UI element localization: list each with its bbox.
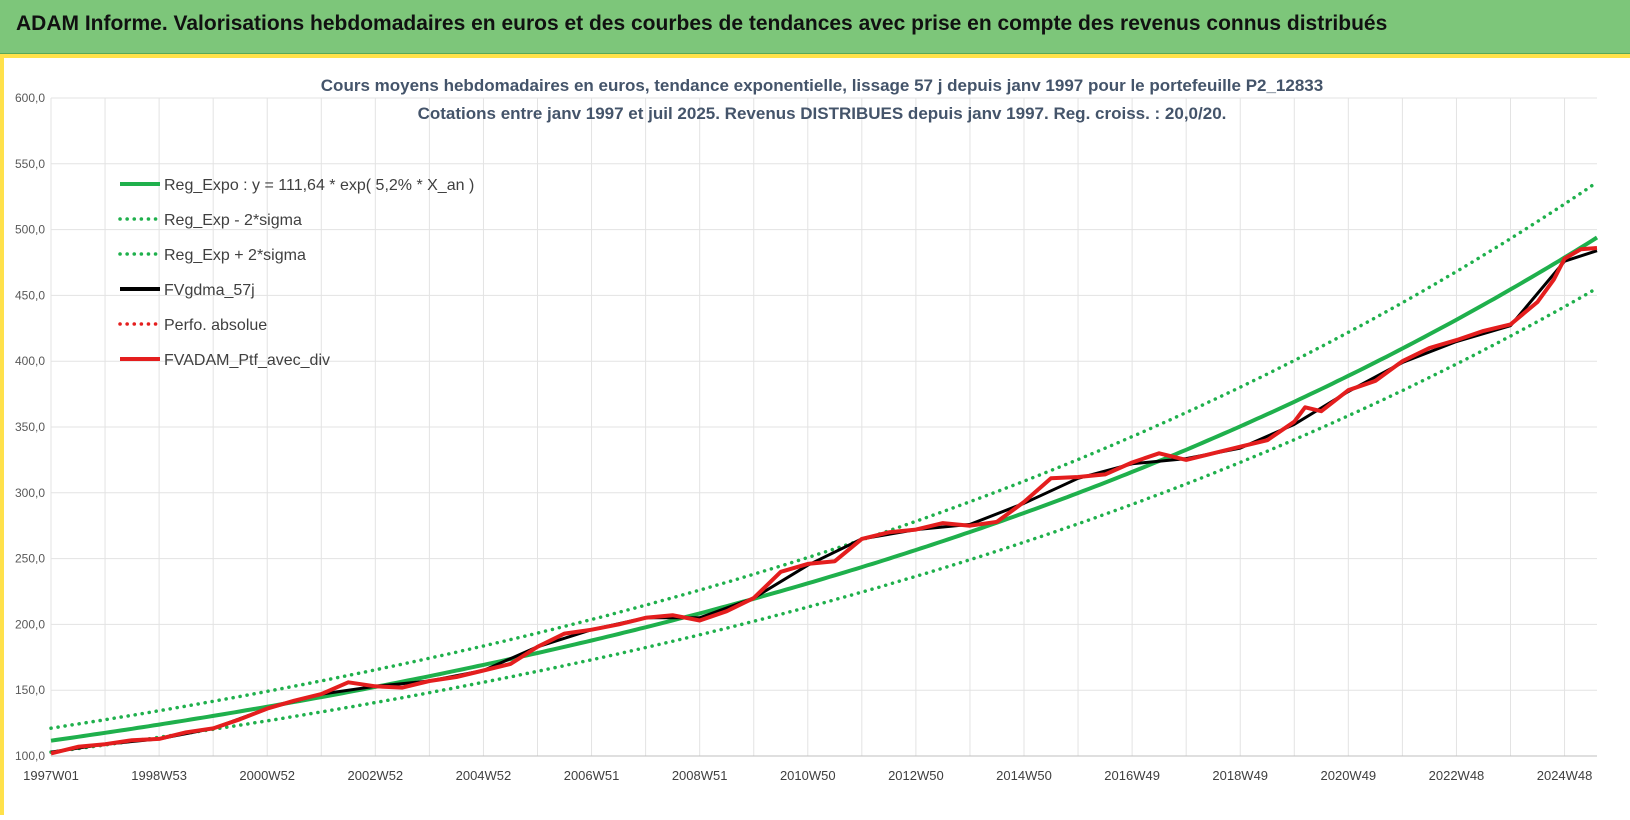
x-tick-label: 2014W50	[996, 768, 1052, 783]
x-tick-label: 2004W52	[456, 768, 512, 783]
y-tick-label: 500,0	[15, 223, 45, 237]
legend: Reg_Expo : y = 111,64 * exp( 5,2% * X_an…	[118, 177, 474, 369]
y-tick-label: 300,0	[15, 486, 45, 500]
legend-label: Reg_Exp - 2*sigma	[164, 212, 302, 229]
y-tick-label: 450,0	[15, 288, 45, 302]
legend-label: Perfo. absolue	[164, 317, 267, 334]
axis-labels: 100,0 150,0 200,0 250,0 300,0 350,0 400,0 450,0…	[15, 91, 1597, 783]
y-tick-label: 600,0	[15, 91, 45, 105]
fvadam-ptf-avec-div-line	[50, 246, 1598, 756]
legend-label: Reg_Exp + 2*sigma	[164, 247, 306, 264]
y-tick-label: 350,0	[15, 420, 45, 434]
legend-label: FVgdma_57j	[164, 282, 255, 299]
x-tick-label: 2000W52	[239, 768, 295, 783]
y-tick-label: 200,0	[15, 617, 45, 631]
regression-lines	[49, 180, 1599, 754]
x-tick-label: 2010W50	[780, 768, 836, 783]
x-tick-label: 2024W48	[1537, 768, 1593, 783]
x-tick-label: 2018W49	[1212, 768, 1268, 783]
data-series	[50, 246, 1598, 756]
fvgdma-57j-line	[50, 249, 1598, 754]
y-tick-label: 400,0	[15, 354, 45, 368]
x-tick-label: 2006W51	[564, 768, 620, 783]
chart-subtitle: Cotations entre janv 1997 et juil 2025. …	[418, 104, 1227, 123]
grid	[50, 97, 1597, 757]
reg-exp-plus-2sigma-line	[49, 180, 1599, 730]
valuation-chart: 100,0 150,0 200,0 250,0 300,0 350,0 400,0 450,0…	[15, 76, 1599, 783]
report-header: ADAM Informe. Valorisations hebdomadaire…	[0, 0, 1630, 54]
legend-label: Reg_Expo : y = 111,64 * exp( 5,2% * X_an…	[164, 177, 474, 194]
reg-exp-minus-2sigma-line	[49, 286, 1599, 754]
x-tick-label: 2012W50	[888, 768, 944, 783]
accent-bar-left	[0, 54, 4, 815]
x-tick-label: 1998W53	[131, 768, 187, 783]
x-tick-label: 2002W52	[348, 768, 404, 783]
chart-title: Cours moyens hebdomadaires en euros, ten…	[321, 76, 1323, 95]
legend-label: FVADAM_Ptf_avec_div	[164, 352, 330, 369]
x-tick-label: 2020W49	[1321, 768, 1377, 783]
y-tick-label: 250,0	[15, 552, 45, 566]
x-tick-label: 2008W51	[672, 768, 728, 783]
y-tick-label: 550,0	[15, 157, 45, 171]
x-tick-label: 2022W48	[1429, 768, 1485, 783]
reg-expo-line	[50, 235, 1599, 743]
x-tick-label: 1997W01	[23, 768, 79, 783]
accent-bar-top	[0, 54, 1630, 58]
y-tick-label: 100,0	[15, 749, 45, 763]
x-tick-label: 2016W49	[1104, 768, 1160, 783]
y-tick-label: 150,0	[15, 683, 45, 697]
chart-container: 100,0 150,0 200,0 250,0 300,0 350,0 400,0 450,0…	[0, 58, 1630, 815]
report-title: ADAM Informe. Valorisations hebdomadaire…	[16, 12, 1388, 35]
